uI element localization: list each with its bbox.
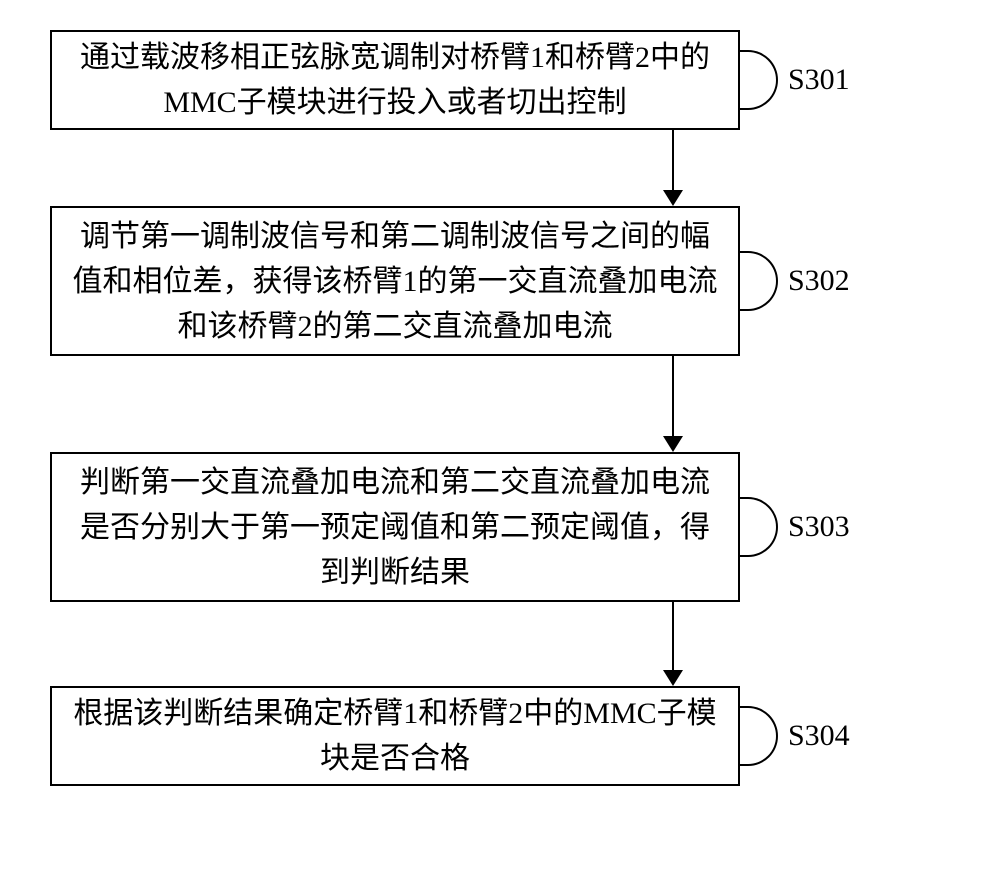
step-label-3: S303: [788, 510, 850, 544]
step-label-2: S302: [788, 264, 850, 298]
connector-curve-3: [738, 497, 778, 557]
arrow-head-icon: [663, 190, 683, 206]
step-box-3: 判断第一交直流叠加电流和第二交直流叠加电流是否分别大于第一预定阈值和第二预定阈值…: [50, 452, 740, 602]
step-text-2: 调节第一调制波信号和第二调制波信号之间的幅值和相位差，获得该桥臂1的第一交直流叠…: [72, 214, 718, 349]
step-text-4: 根据该判断结果确定桥臂1和桥臂2中的MMC子模块是否合格: [72, 691, 718, 781]
step-box-4: 根据该判断结果确定桥臂1和桥臂2中的MMC子模块是否合格: [50, 686, 740, 786]
arrow-head-icon: [663, 670, 683, 686]
arrow-1: [395, 130, 950, 206]
step-box-2: 调节第一调制波信号和第二调制波信号之间的幅值和相位差，获得该桥臂1的第一交直流叠…: [50, 206, 740, 356]
arrow-line-3: [672, 602, 674, 670]
step-row-3: 判断第一交直流叠加电流和第二交直流叠加电流是否分别大于第一预定阈值和第二预定阈值…: [50, 452, 950, 602]
flowchart-container: 通过载波移相正弦脉宽调制对桥臂1和桥臂2中的MMC子模块进行投入或者切出控制 S…: [50, 30, 950, 786]
step-text-3: 判断第一交直流叠加电流和第二交直流叠加电流是否分别大于第一预定阈值和第二预定阈值…: [72, 460, 718, 595]
arrow-3: [395, 602, 950, 686]
arrow-head-icon: [663, 436, 683, 452]
arrow-2: [395, 356, 950, 452]
arrow-line-2: [672, 356, 674, 436]
step-label-4: S304: [788, 719, 850, 753]
step-label-1: S301: [788, 63, 850, 97]
connector-curve-2: [738, 251, 778, 311]
arrow-line-1: [672, 130, 674, 190]
step-box-1: 通过载波移相正弦脉宽调制对桥臂1和桥臂2中的MMC子模块进行投入或者切出控制: [50, 30, 740, 130]
connector-curve-1: [738, 50, 778, 110]
step-row-1: 通过载波移相正弦脉宽调制对桥臂1和桥臂2中的MMC子模块进行投入或者切出控制 S…: [50, 30, 950, 130]
step-row-4: 根据该判断结果确定桥臂1和桥臂2中的MMC子模块是否合格 S304: [50, 686, 950, 786]
step-text-1: 通过载波移相正弦脉宽调制对桥臂1和桥臂2中的MMC子模块进行投入或者切出控制: [72, 35, 718, 125]
connector-curve-4: [738, 706, 778, 766]
step-row-2: 调节第一调制波信号和第二调制波信号之间的幅值和相位差，获得该桥臂1的第一交直流叠…: [50, 206, 950, 356]
